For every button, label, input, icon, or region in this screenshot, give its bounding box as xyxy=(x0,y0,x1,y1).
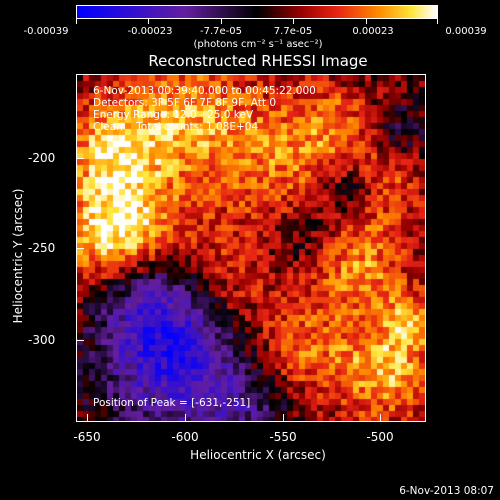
colorbar-tick xyxy=(76,19,77,24)
x-tick-label: -500 xyxy=(366,430,394,444)
y-tick-label: -200 xyxy=(28,151,56,165)
y-axis-label: Heliocentric Y (arcsec) xyxy=(11,188,25,324)
info-time-range: 6-Nov-2013 00:39:40.000 to 00:45:22.000 xyxy=(93,85,316,97)
x-axis-label: Heliocentric X (arcsec) xyxy=(190,448,326,462)
y-tick-label: -250 xyxy=(28,241,56,255)
plot-title: Reconstructed RHESSI Image xyxy=(148,52,368,70)
y-tick-label: -300 xyxy=(28,333,56,347)
colorbar-tick-label: -0.00023 xyxy=(127,26,173,37)
colorbar-gradient xyxy=(77,6,437,18)
x-tick-mark xyxy=(283,414,284,422)
x-tick-mark xyxy=(87,414,88,422)
colorbar-tick xyxy=(437,19,438,24)
x-tick-mark xyxy=(185,414,186,422)
colorbar-units: (photons cm⁻² s⁻¹ asec⁻²) xyxy=(193,39,323,50)
timestamp-footer: 6-Nov-2013 08:07 xyxy=(399,485,494,497)
x-tick-label: -650 xyxy=(73,430,101,444)
y-tick-mark xyxy=(76,158,84,159)
colorbar-tick-label: -7.7e-05 xyxy=(200,26,242,37)
colorbar-tick xyxy=(148,19,149,24)
colorbar-tick xyxy=(293,19,294,24)
y-tick-mark xyxy=(76,248,84,249)
colorbar-tick-label: 7.7e-05 xyxy=(273,26,313,37)
info-energy-range: Energy Range: 12.0 - 25.0 keV xyxy=(93,109,254,121)
x-tick-label: -600 xyxy=(171,430,199,444)
info-detectors: Detectors: 3F 5F 6F 7F 8F 9F, Att 0 xyxy=(93,97,277,109)
info-algorithm: Clean Total counts: 1.08E+04 xyxy=(93,121,259,133)
colorbar-tick-label: -0.00039 xyxy=(23,26,69,37)
x-tick-mark xyxy=(380,414,381,422)
colorbar-tick xyxy=(221,19,222,24)
image-plot: 6-Nov-2013 00:39:40.000 to 00:45:22.000 … xyxy=(76,74,426,422)
colorbar-tick xyxy=(366,19,367,24)
colorbar-tick-label: 0.00039 xyxy=(445,26,487,37)
heatmap-image xyxy=(77,75,425,421)
colorbar xyxy=(76,5,438,19)
colorbar-tick-label: 0.00023 xyxy=(352,26,394,37)
peak-position: Position of Peak = [-631,-251] xyxy=(93,397,251,409)
y-tick-mark xyxy=(76,340,84,341)
x-tick-label: -550 xyxy=(269,430,297,444)
